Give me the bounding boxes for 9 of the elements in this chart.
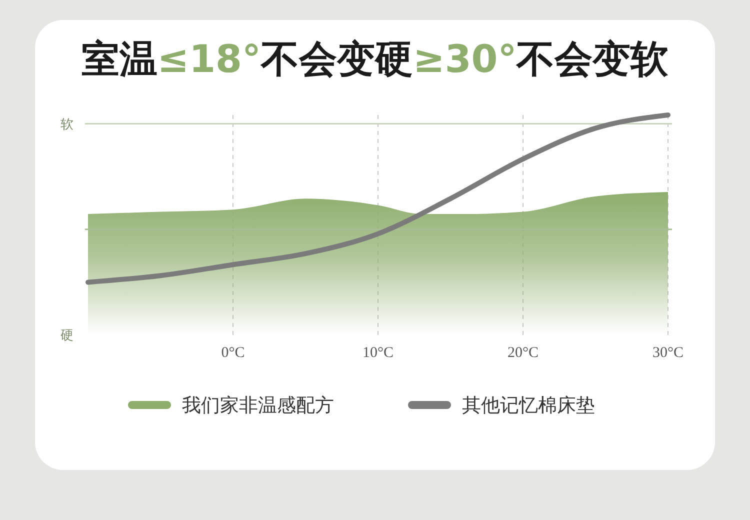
- chart-title: 室温≤18°不会变硬≥30°不会变软: [81, 37, 669, 81]
- x-tick-label: 30°C: [652, 345, 684, 361]
- text: 硬: [60, 328, 74, 344]
- x-tick-label: 20°C: [507, 345, 539, 361]
- x-tick-label: 0°C: [221, 345, 245, 361]
- legend-label: 我们家非温感配方: [182, 394, 334, 417]
- legend-label: 其他记忆棉床垫: [462, 394, 595, 417]
- x-tick-label: 10°C: [362, 345, 394, 361]
- ref-line-label: 软: [60, 117, 74, 132]
